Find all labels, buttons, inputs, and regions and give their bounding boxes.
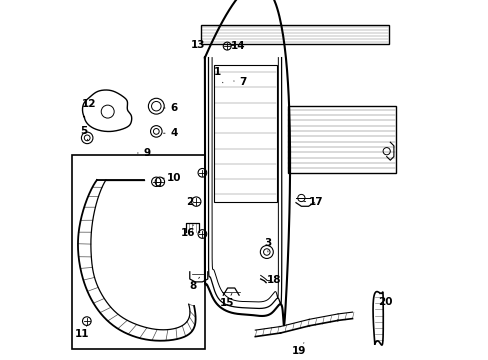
- Bar: [287, 106, 395, 173]
- Text: 9: 9: [137, 148, 151, 158]
- Text: 19: 19: [291, 343, 306, 356]
- Text: 13: 13: [191, 40, 205, 50]
- Text: 15: 15: [220, 293, 234, 308]
- Text: 4: 4: [163, 128, 178, 138]
- Text: 11: 11: [74, 326, 89, 339]
- Text: 5: 5: [81, 126, 88, 140]
- Text: 7: 7: [233, 77, 246, 87]
- Text: 14: 14: [230, 41, 245, 51]
- Text: 6: 6: [163, 103, 178, 113]
- Bar: [213, 65, 276, 202]
- Text: 20: 20: [377, 293, 391, 307]
- Text: 3: 3: [264, 238, 271, 252]
- Text: 16: 16: [180, 225, 195, 238]
- Text: 18: 18: [266, 275, 281, 285]
- Text: 12: 12: [81, 99, 96, 109]
- Bar: [201, 25, 387, 44]
- Text: 10: 10: [162, 173, 181, 183]
- Text: 2: 2: [186, 197, 193, 207]
- Text: 1: 1: [213, 67, 223, 83]
- Bar: [72, 155, 204, 349]
- Text: 8: 8: [189, 277, 199, 291]
- Text: 17: 17: [303, 197, 323, 207]
